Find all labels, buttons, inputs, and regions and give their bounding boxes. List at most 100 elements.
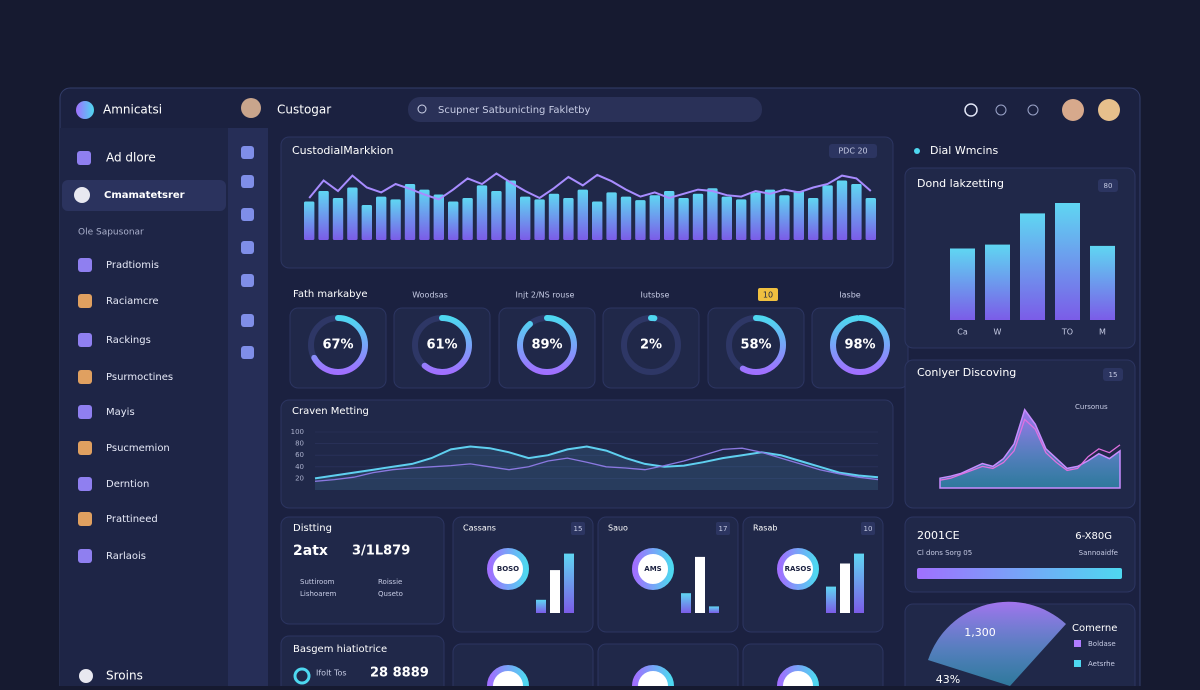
note: Sannoaidfe (1079, 549, 1118, 557)
legend-label: Aetsrhe (1088, 660, 1115, 668)
nav-icon (78, 512, 92, 526)
donut-label: BOSO (497, 565, 519, 573)
avatar[interactable] (1098, 99, 1120, 121)
nav-icon (78, 441, 92, 455)
gauge-arc (412, 315, 472, 375)
nav-item[interactable]: Raciamcre (106, 296, 159, 307)
bar (462, 198, 473, 240)
bar (826, 586, 836, 613)
bar (1055, 203, 1080, 320)
bar (721, 196, 732, 240)
panel (280, 635, 445, 690)
bar (764, 189, 776, 240)
bar (548, 193, 560, 240)
pie-slice (928, 601, 1066, 686)
card-title: Rasab (753, 524, 777, 533)
badge-text: PDC 20 (838, 147, 867, 156)
donut-label: RASOS (785, 565, 812, 573)
nav-item[interactable]: Pradtiomis (106, 260, 159, 271)
bar (985, 244, 1010, 320)
legend-swatch (1074, 660, 1081, 667)
search-text[interactable]: Scupner Satbunicting Fakletby (438, 105, 591, 116)
rail-icon[interactable] (241, 146, 254, 159)
donut (777, 665, 819, 690)
bar (664, 191, 675, 240)
badge (1098, 179, 1118, 192)
bar (404, 184, 416, 240)
line-series (939, 418, 1121, 481)
rail-icon[interactable] (241, 346, 254, 359)
panel-title: 2001CE (917, 529, 960, 542)
donut (777, 548, 819, 590)
badge (861, 522, 875, 535)
bar (851, 184, 862, 240)
rail-icon[interactable] (241, 314, 254, 327)
gauge-value: 67% (322, 338, 353, 353)
logo (76, 101, 94, 119)
nav-icon (78, 370, 92, 384)
bar (950, 248, 975, 320)
avatar[interactable] (241, 98, 261, 118)
bar (1090, 245, 1115, 320)
legend-swatch (1074, 640, 1081, 647)
user-name: Custogar (277, 103, 331, 117)
stat-note: Ifolt Tos (316, 669, 347, 678)
panel-title: Comerne (1072, 623, 1117, 634)
gauge-value: 58% (740, 338, 771, 353)
bar (419, 189, 430, 240)
bar (649, 195, 660, 240)
nav-item[interactable]: Cmamatetsrer (104, 190, 185, 201)
rail-icon[interactable] (241, 274, 254, 287)
bar (564, 553, 574, 613)
nav-item[interactable]: Mayis (106, 407, 135, 418)
bar (836, 180, 848, 240)
icon[interactable] (995, 104, 1007, 116)
bar (808, 198, 819, 240)
nav-item[interactable]: Rackings (106, 335, 151, 346)
nav-icon (78, 477, 92, 491)
donut (487, 548, 529, 590)
x-tick-label: Ca (957, 328, 968, 337)
y-tick-label: 100 (291, 428, 304, 436)
bar (865, 198, 876, 240)
icon[interactable] (1027, 104, 1039, 116)
stat-note: Quseto (378, 590, 403, 598)
active-item[interactable] (62, 180, 226, 211)
rail-icon[interactable] (241, 241, 254, 254)
gauge-arc (621, 315, 681, 375)
bar (376, 196, 387, 240)
pie-label: 43% (936, 673, 960, 686)
bar (520, 196, 531, 240)
nav-item[interactable]: Prattineed (106, 514, 158, 525)
nav-icon (78, 258, 92, 272)
nav-icon (74, 187, 90, 203)
rail-icon[interactable] (241, 175, 254, 188)
avatar[interactable] (1062, 99, 1084, 121)
bar (534, 199, 545, 240)
nav-item[interactable]: Psurmoctines (106, 372, 173, 383)
stat-icon (293, 667, 311, 685)
badge (758, 288, 778, 301)
panel (452, 643, 594, 690)
panel (280, 516, 445, 625)
rail-icon[interactable] (241, 208, 254, 221)
search-box[interactable] (408, 97, 762, 122)
icon[interactable] (964, 103, 978, 117)
gauge-arc (517, 315, 577, 375)
x-tick-label: W (994, 328, 1002, 337)
nav-item[interactable]: Derntion (106, 479, 149, 490)
nav-item[interactable]: Psucmemion (106, 443, 170, 454)
bar (361, 205, 372, 240)
bar (678, 198, 689, 240)
nav-icon (78, 405, 92, 419)
nav-item[interactable]: Rarlaois (106, 551, 146, 562)
bar (695, 556, 705, 613)
nav-item[interactable]: Sroins (106, 669, 143, 683)
y-tick-label: 20 (295, 474, 304, 482)
nav-item[interactable]: Ad dlore (106, 151, 156, 165)
gauge-value: 61% (426, 338, 457, 353)
stat-value: 2atx (293, 543, 328, 559)
dot (914, 148, 920, 154)
nav-icon (78, 333, 92, 347)
